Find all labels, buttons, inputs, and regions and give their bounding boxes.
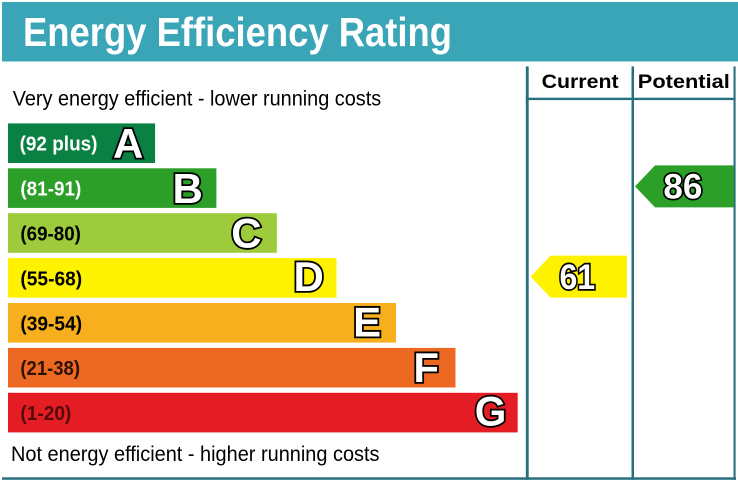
svg-text:(55-68): (55-68): [20, 268, 82, 290]
svg-text:(81-91): (81-91): [20, 179, 81, 201]
svg-text:(21-38): (21-38): [20, 358, 80, 380]
svg-text:F: F: [413, 344, 439, 391]
svg-text:(1-20): (1-20): [20, 403, 71, 425]
svg-text:B: B: [173, 165, 203, 212]
svg-text:61: 61: [559, 258, 595, 297]
svg-text:C: C: [231, 209, 261, 256]
svg-text:(92 plus): (92 plus): [20, 134, 98, 156]
svg-text:Potential: Potential: [638, 71, 730, 93]
svg-text:(39-54): (39-54): [20, 313, 82, 335]
svg-text:E: E: [353, 299, 381, 346]
svg-text:G: G: [475, 387, 507, 434]
svg-text:86: 86: [663, 168, 702, 207]
svg-text:A: A: [113, 120, 143, 167]
svg-text:D: D: [293, 253, 323, 300]
svg-text:Current: Current: [542, 71, 620, 93]
svg-text:(69-80): (69-80): [20, 224, 81, 246]
svg-text:Very energy efficient - lower: Very energy efficient - lower running co…: [13, 87, 382, 110]
svg-text:Energy Efficiency Rating: Energy Efficiency Rating: [23, 9, 452, 55]
svg-text:Not energy efficient - higher: Not energy efficient - higher running co…: [11, 443, 380, 466]
